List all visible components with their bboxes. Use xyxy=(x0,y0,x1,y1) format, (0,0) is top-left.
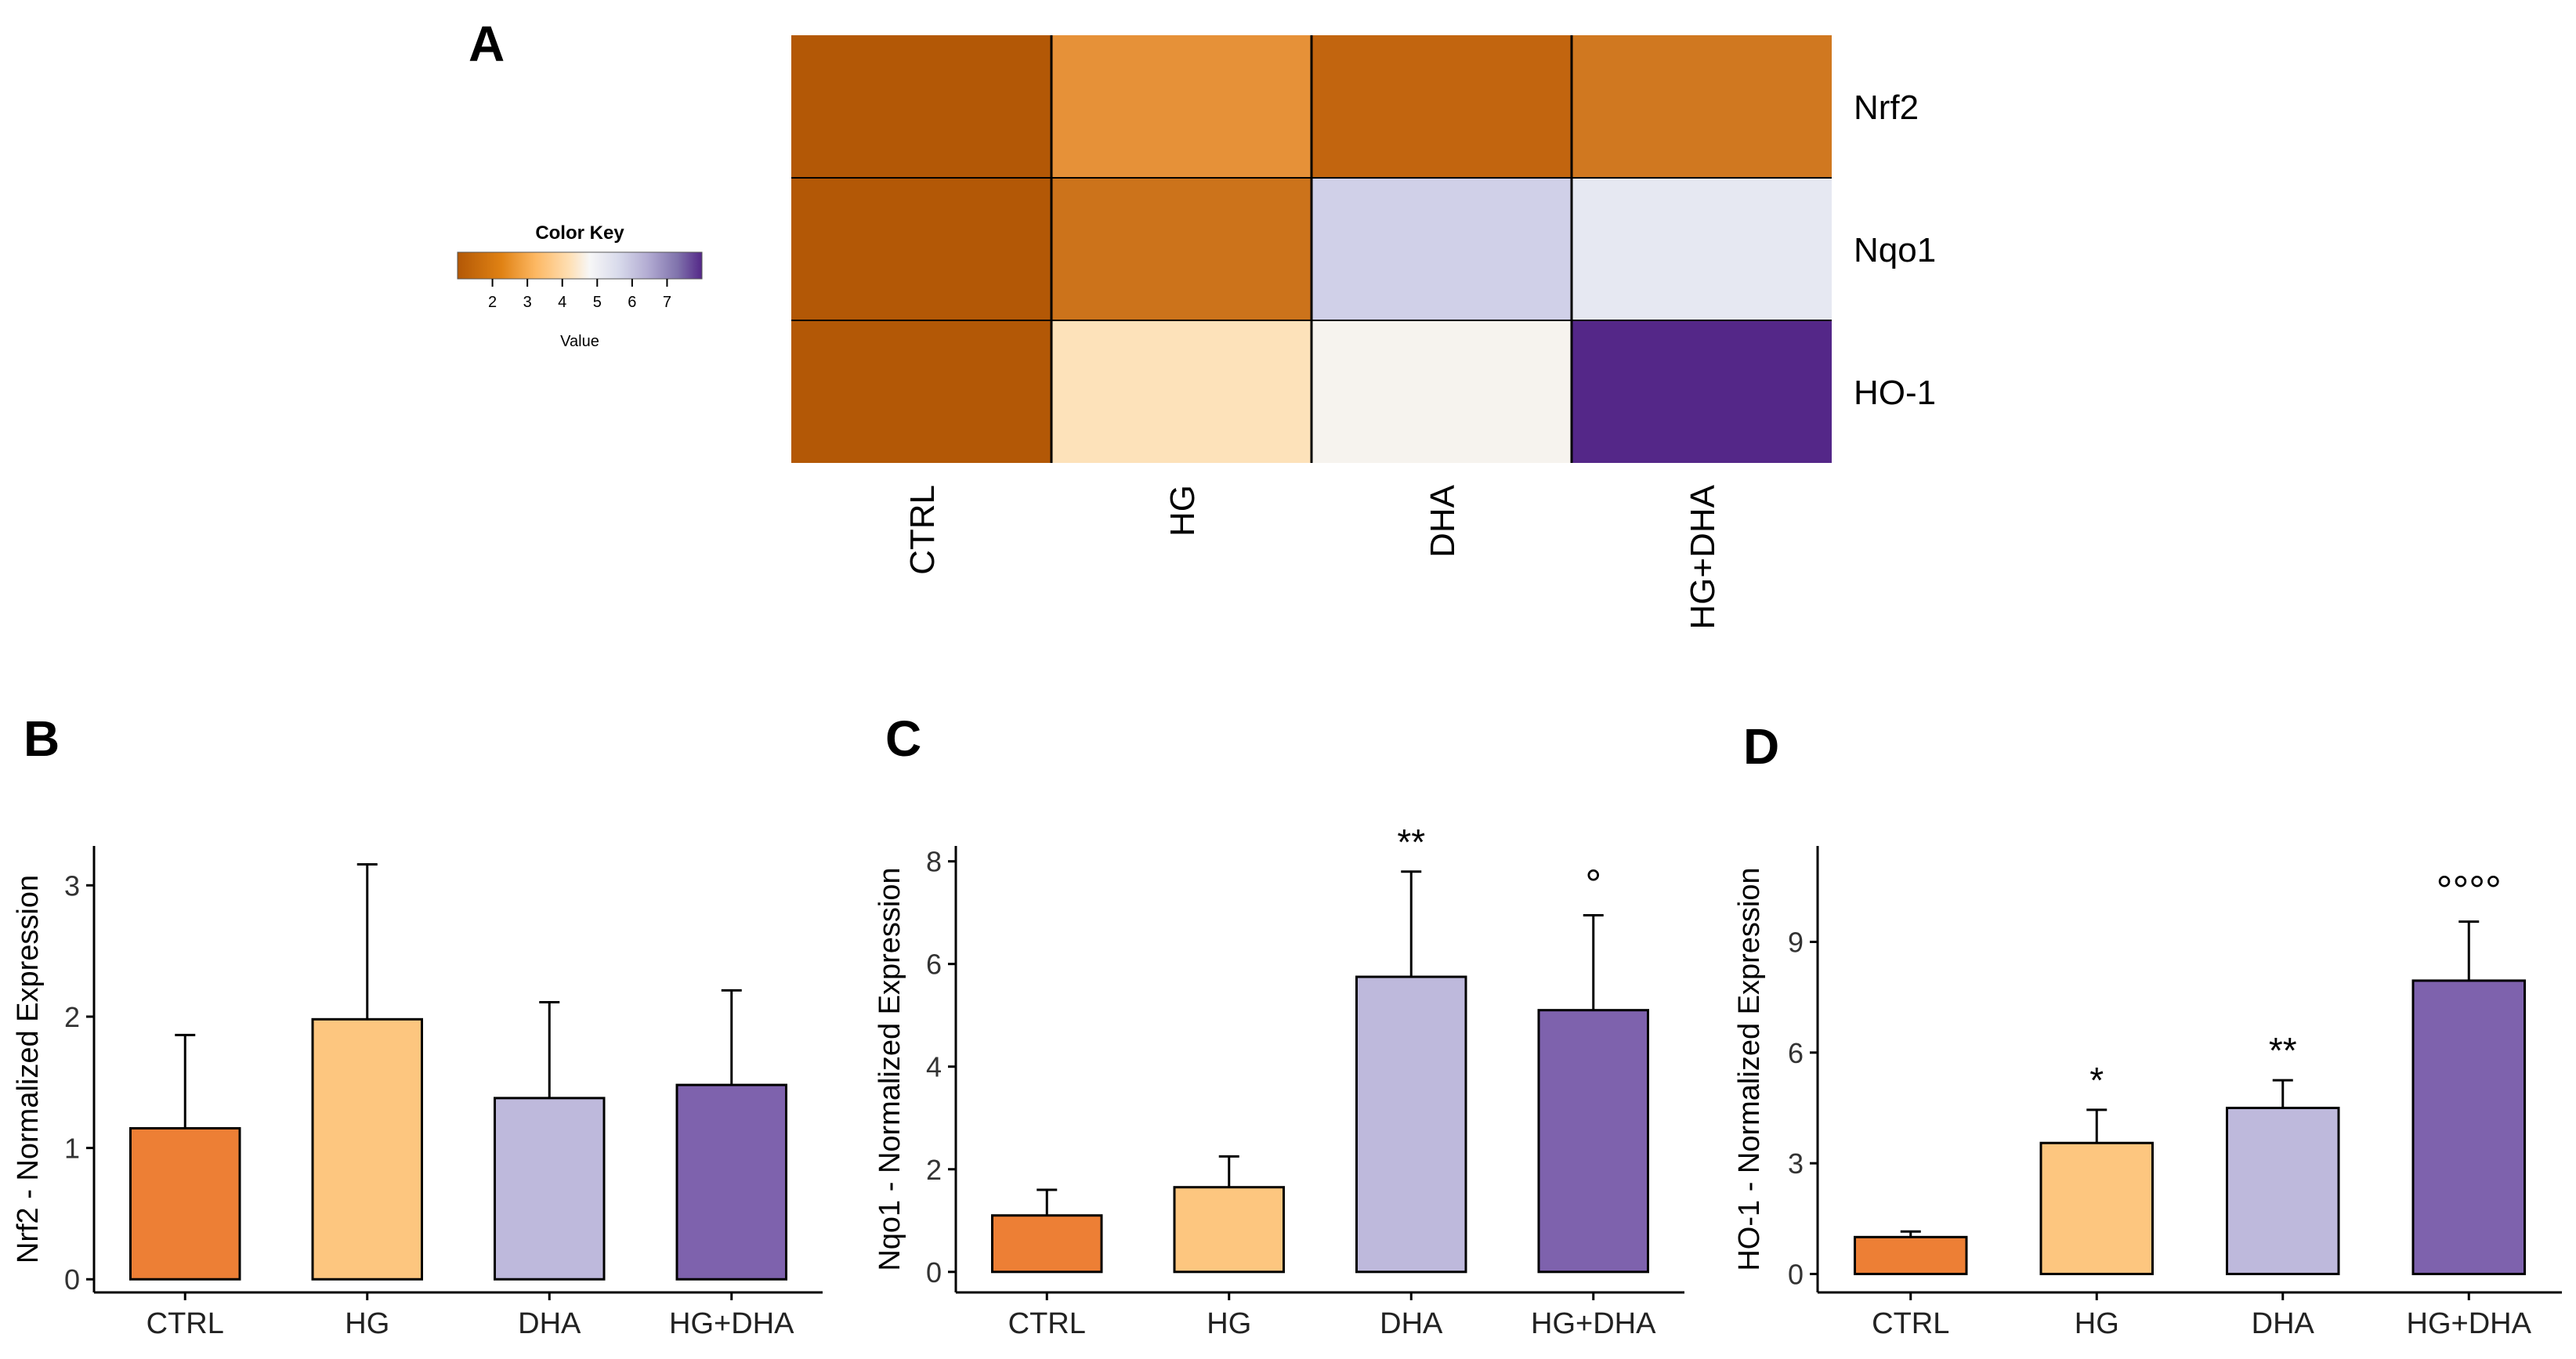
panel-b-letter: B xyxy=(24,710,60,767)
color-key: Color Key 2 3 4 5 6 7 Value xyxy=(457,222,703,350)
heatmap-column-label-dha: DHA xyxy=(1424,484,1462,558)
panel-b-bar-chart: B 0 1 2 3 Nrf2 - Normalized Expression CTRL HG… xyxy=(12,710,823,1340)
bar-hg-plus-dha xyxy=(1537,1009,1649,1274)
heatmap-cell-ho-1-hg xyxy=(1051,320,1312,463)
color-key-tick-label: 3 xyxy=(523,294,532,311)
heatmap-row-label-nrf2: Nrf2 xyxy=(1854,89,1919,127)
heatmap-cell-nqo1-ctrl xyxy=(791,178,1051,320)
bar-dha xyxy=(494,1097,606,1281)
y-axis-label: Nrf2 - Normalized Expression xyxy=(12,875,45,1263)
y-tick-label: 4 xyxy=(926,1051,942,1083)
color-key-tick-label: 6 xyxy=(628,294,636,311)
color-key-xlabel: Value xyxy=(560,333,599,350)
heatmap-cell-nqo1-hg xyxy=(1051,178,1312,320)
heatmap-cell-nrf2-ctrl xyxy=(791,35,1051,178)
heatmap-row-labels: Nrf2 Nqo1 HO-1 xyxy=(1854,89,1936,412)
y-axis-label: Nqo1 - Normalized Expression xyxy=(874,867,906,1270)
bar-dha xyxy=(1355,975,1467,1274)
x-tick-label-ctrl: CTRL xyxy=(1872,1307,1949,1340)
bar-hg-plus-dha xyxy=(675,1083,787,1281)
color-key-tick-label: 7 xyxy=(663,294,671,311)
x-tick-label-hg-plus-dha: HG+DHA xyxy=(669,1307,794,1340)
y-tick-label: 8 xyxy=(926,846,942,878)
heatmap-cell-ho-1-dha xyxy=(1312,320,1572,463)
heatmap-cell-nqo1-hg-plus-dha xyxy=(1572,178,1832,320)
bar-hg xyxy=(1173,1186,1285,1274)
heatmap-cells xyxy=(791,35,1832,463)
heatmap-grid xyxy=(791,35,1832,463)
heatmap-column-label-hg-plus-dha: HG+DHA xyxy=(1684,484,1722,629)
significance-marker-dha: ** xyxy=(1397,822,1425,862)
significance-marker-hg-plus-dha: °°°° xyxy=(2437,869,2502,914)
heatmap-cell-nrf2-hg xyxy=(1051,35,1312,178)
x-tick-label-hg-plus-dha: HG+DHA xyxy=(1531,1307,1656,1340)
y-tick-label: 0 xyxy=(926,1256,942,1289)
heatmap-column-label-hg: HG xyxy=(1163,485,1202,537)
y-tick-label: 1 xyxy=(64,1133,80,1165)
heatmap-row-label-nqo1: Nqo1 xyxy=(1854,231,1936,269)
x-tick-label-dha: DHA xyxy=(2252,1307,2315,1340)
x-tick-label-ctrl: CTRL xyxy=(1008,1307,1086,1340)
y-tick-label: 0 xyxy=(64,1263,80,1296)
x-tick-label-ctrl: CTRL xyxy=(147,1307,224,1340)
color-key-tick-label: 2 xyxy=(488,294,497,311)
y-tick-label: 9 xyxy=(1788,926,1804,958)
bar-hg xyxy=(311,1017,423,1281)
bar-hg xyxy=(2039,1141,2154,1275)
y-axis-label: HO-1 - Normalized Expression xyxy=(1733,867,1766,1270)
x-tick-label-hg-plus-dha: HG+DHA xyxy=(2407,1307,2532,1340)
heatmap-cell-ho-1-hg-plus-dha xyxy=(1572,320,1832,463)
bar-ctrl xyxy=(1854,1235,1968,1275)
color-key-title: Color Key xyxy=(535,222,624,244)
bar-dha xyxy=(2226,1106,2340,1275)
color-key-tick-label: 4 xyxy=(558,294,566,311)
x-tick-label-dha: DHA xyxy=(1380,1307,1443,1340)
x-tick-label-hg: HG xyxy=(2075,1307,2119,1340)
panel-d-letter: D xyxy=(1743,718,1779,775)
y-tick-label: 6 xyxy=(1788,1037,1804,1069)
y-tick-label: 6 xyxy=(926,949,942,981)
bar-ctrl xyxy=(991,1214,1103,1274)
y-tick-label: 3 xyxy=(64,869,80,902)
bar-ctrl xyxy=(129,1126,241,1281)
panel-c-bar-chart: C 0 2 4 6 8 Nqo1 - Normalized Expression CTRL H… xyxy=(874,710,1684,1340)
y-tick-label: 2 xyxy=(64,1001,80,1033)
y-tick-label: 2 xyxy=(926,1154,942,1186)
panel-a-heatmap: A Nrf2 Nqo1 HO-1 CTRL HG DHA HG+DHA Color Key… xyxy=(457,16,1936,630)
heatmap-cell-ho-1-ctrl xyxy=(791,320,1051,463)
x-tick-label-hg: HG xyxy=(345,1307,389,1340)
panel-d-bar-chart: D 0 3 6 9 HO-1 - Normalized Expression CTRL HG… xyxy=(1733,718,2562,1340)
heatmap-cell-nqo1-dha xyxy=(1312,178,1572,320)
y-tick-label: 0 xyxy=(1788,1258,1804,1290)
heatmap-cell-nrf2-dha xyxy=(1312,35,1572,178)
heatmap-row-label-ho-1: HO-1 xyxy=(1854,374,1936,412)
color-key-tick-label: 5 xyxy=(593,294,602,311)
color-key-gradient-bar xyxy=(457,251,703,280)
color-key-ticks: 2 3 4 5 6 7 xyxy=(488,279,671,311)
panel-c-letter: C xyxy=(885,710,921,767)
heatmap-column-labels: CTRL HG DHA HG+DHA xyxy=(903,484,1722,629)
significance-marker-hg: * xyxy=(2089,1060,2104,1101)
significance-marker-hg-plus-dha: ° xyxy=(1585,862,1601,907)
x-tick-label-dha: DHA xyxy=(518,1307,581,1340)
y-tick-label: 3 xyxy=(1788,1148,1804,1180)
panel-a-letter: A xyxy=(469,16,505,72)
x-tick-label-hg: HG xyxy=(1207,1307,1251,1340)
significance-marker-dha: ** xyxy=(2269,1030,2297,1071)
bar-hg-plus-dha xyxy=(2411,979,2526,1275)
heatmap-column-label-ctrl: CTRL xyxy=(903,485,942,575)
heatmap-cell-nrf2-hg-plus-dha xyxy=(1572,35,1832,178)
